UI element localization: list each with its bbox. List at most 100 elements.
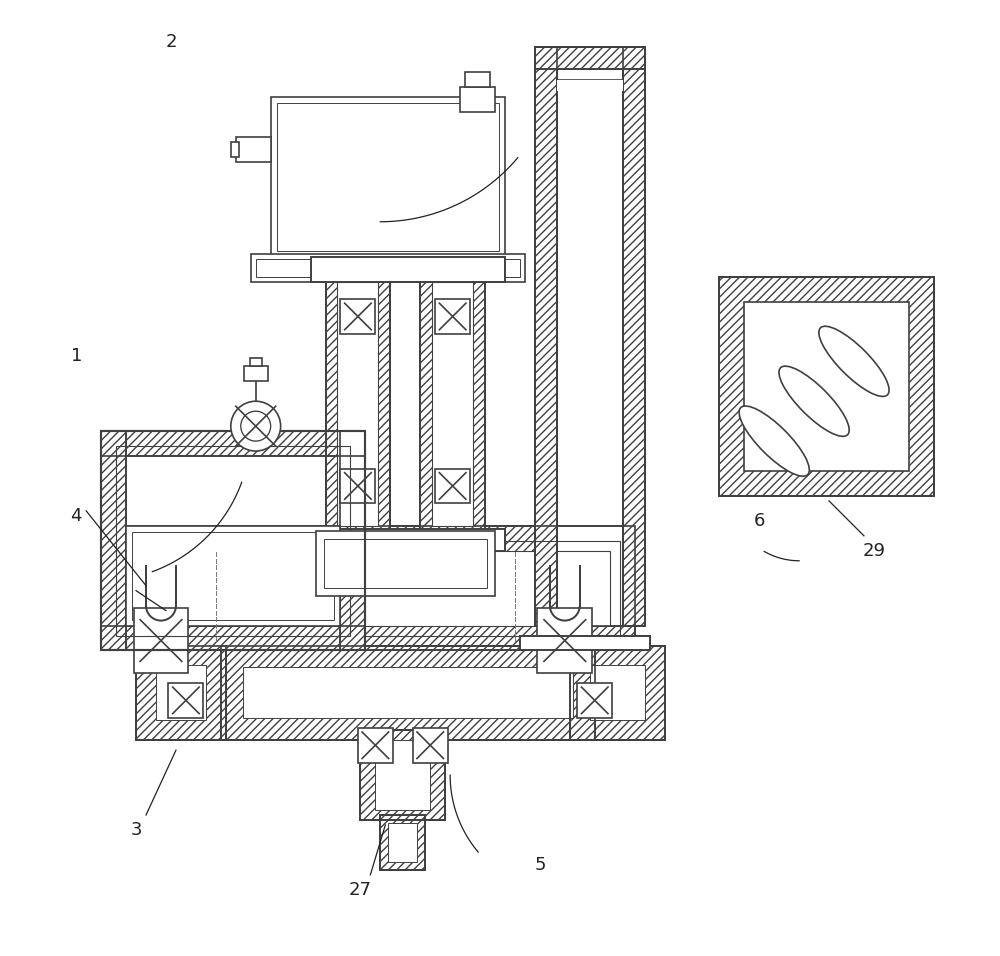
Bar	[360, 730, 445, 820]
Bar	[134, 608, 188, 673]
Bar	[557, 69, 623, 625]
Bar	[623, 47, 645, 625]
Bar	[136, 645, 226, 740]
Bar	[535, 47, 645, 69]
Bar	[236, 137, 271, 162]
Bar	[256, 259, 520, 276]
Bar	[311, 256, 505, 282]
Bar	[311, 256, 505, 282]
Bar	[251, 253, 525, 282]
Bar	[316, 531, 495, 596]
Bar	[326, 256, 485, 282]
Bar	[520, 636, 650, 650]
Bar	[358, 728, 393, 763]
Bar	[520, 636, 650, 650]
Bar	[380, 815, 425, 870]
Bar	[326, 276, 390, 531]
Bar	[435, 299, 470, 334]
Ellipse shape	[739, 406, 809, 476]
Bar	[250, 358, 262, 366]
Bar	[324, 539, 487, 588]
Bar	[271, 98, 505, 256]
Bar	[116, 446, 350, 636]
Text: 5: 5	[534, 856, 546, 874]
Bar	[520, 636, 650, 650]
Bar	[360, 730, 445, 820]
Bar	[380, 815, 425, 870]
Ellipse shape	[779, 366, 849, 436]
Text: 27: 27	[349, 880, 372, 899]
Bar	[101, 431, 126, 650]
Bar	[623, 47, 645, 625]
Text: 29: 29	[862, 542, 885, 560]
Bar	[719, 276, 934, 496]
Bar	[535, 47, 645, 625]
Text: 3: 3	[130, 821, 142, 839]
Bar	[435, 468, 470, 504]
Bar	[340, 431, 365, 650]
Bar	[126, 456, 340, 625]
Bar	[375, 740, 430, 810]
Bar	[244, 366, 268, 381]
Bar	[221, 645, 595, 740]
Bar	[277, 103, 499, 250]
Bar	[520, 636, 650, 650]
Bar	[132, 532, 334, 619]
Circle shape	[231, 402, 281, 451]
Bar	[420, 276, 485, 531]
Bar	[136, 645, 226, 740]
Bar	[101, 431, 365, 456]
Bar	[231, 142, 239, 157]
Bar	[557, 80, 623, 91]
Bar	[101, 431, 126, 650]
Bar	[101, 526, 635, 650]
Bar	[311, 256, 505, 282]
Bar	[126, 526, 340, 625]
Bar	[465, 73, 490, 87]
Bar	[413, 728, 448, 763]
Bar	[388, 823, 417, 862]
Bar	[537, 608, 592, 673]
Text: 2: 2	[165, 33, 177, 52]
Bar	[311, 529, 505, 551]
Bar	[311, 529, 505, 551]
Bar	[101, 431, 365, 650]
Text: 1: 1	[71, 347, 82, 365]
Text: 6: 6	[754, 511, 765, 530]
Bar	[326, 276, 390, 531]
Bar	[535, 47, 557, 625]
Bar	[420, 276, 485, 531]
Bar	[460, 87, 495, 112]
Bar	[101, 625, 365, 650]
Bar	[337, 282, 378, 526]
Bar	[326, 276, 390, 531]
Bar	[311, 256, 505, 282]
Bar	[535, 636, 630, 650]
Bar	[420, 276, 485, 531]
Bar	[535, 47, 557, 625]
Bar	[126, 551, 610, 625]
Bar	[340, 299, 375, 334]
Bar	[340, 431, 365, 650]
Bar	[340, 468, 375, 504]
Bar	[168, 683, 203, 718]
Bar	[719, 276, 934, 496]
Bar	[311, 529, 505, 551]
Bar	[101, 526, 635, 650]
Bar	[590, 665, 645, 720]
Bar	[535, 47, 645, 69]
Bar	[221, 645, 595, 740]
Bar	[577, 683, 612, 718]
Bar	[101, 526, 635, 650]
Bar	[221, 645, 595, 740]
Bar	[719, 276, 934, 496]
Bar	[326, 529, 485, 551]
Bar	[136, 645, 226, 740]
Bar	[380, 815, 425, 870]
Bar	[101, 431, 365, 456]
Bar	[744, 301, 909, 471]
Bar	[432, 282, 473, 526]
Bar	[570, 645, 665, 740]
Ellipse shape	[819, 326, 889, 397]
Circle shape	[241, 411, 271, 441]
